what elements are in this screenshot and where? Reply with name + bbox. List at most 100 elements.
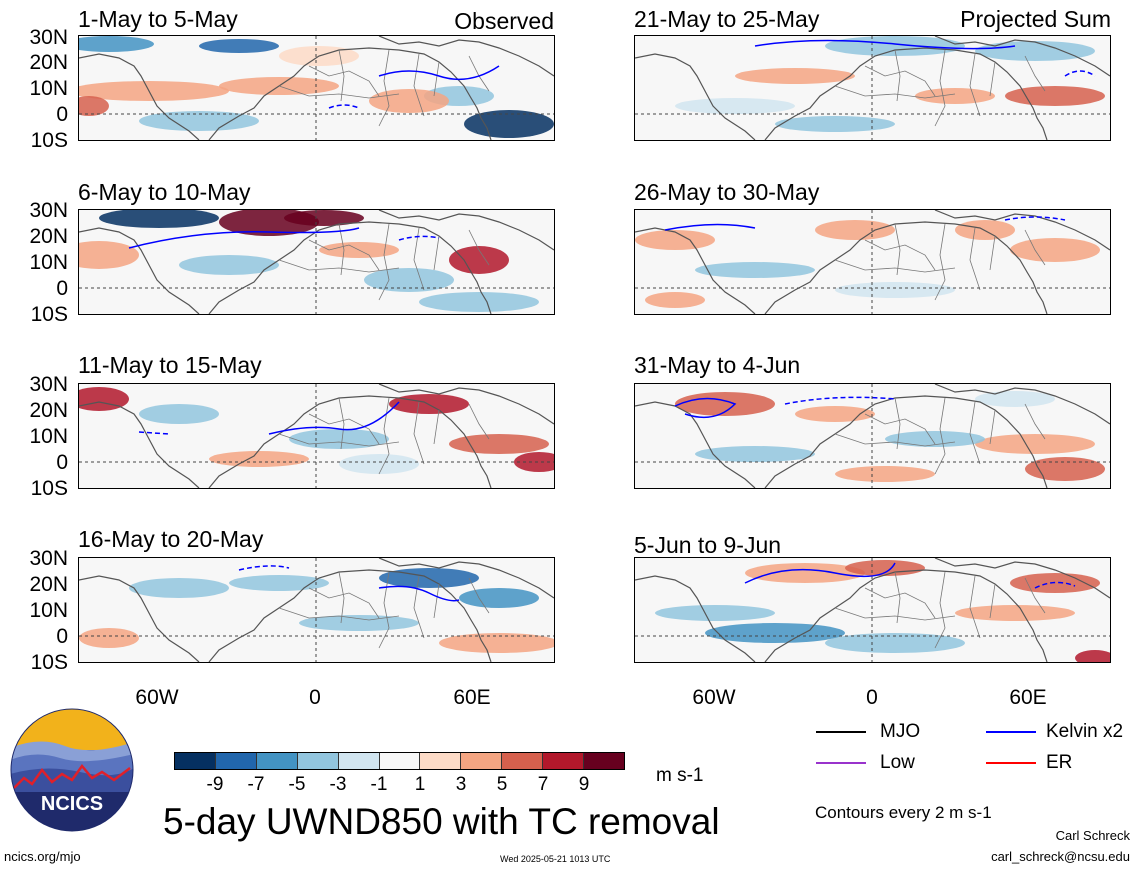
- lat-label: 0: [56, 451, 68, 474]
- kelvin-contour: [674, 397, 737, 419]
- colorbar-swatch: [379, 753, 421, 769]
- lon-label-right-60e: 60E: [1009, 686, 1047, 709]
- colorbar-swatch: [461, 753, 503, 769]
- map-anomaly-field: [79, 36, 554, 140]
- anomaly-region: [635, 230, 715, 250]
- colorbar-tick-label: -3: [329, 774, 347, 795]
- colorbar-swatch: [584, 753, 624, 769]
- anomaly-region: [199, 39, 279, 53]
- lat-label: 30N: [29, 373, 68, 396]
- anomaly-region: [835, 282, 955, 298]
- map-panel-4: [78, 557, 555, 663]
- panel-title-2: 6-May to 10-May: [78, 179, 251, 205]
- anomaly-region: [179, 255, 279, 275]
- anomaly-region: [79, 96, 109, 116]
- anomaly-region: [514, 452, 554, 472]
- legend-line-kelvin: [986, 731, 1036, 733]
- lon-label-right-0: 0: [866, 686, 878, 709]
- coastline: [79, 558, 554, 662]
- anomaly-region: [449, 434, 549, 454]
- anomaly-region: [955, 605, 1075, 621]
- anomaly-region: [975, 391, 1055, 407]
- country-borders: [278, 397, 490, 475]
- country-borders: [834, 571, 1046, 649]
- anomaly-region: [439, 633, 554, 653]
- lat-label: 0: [56, 625, 68, 648]
- kelvin-contour: [138, 431, 170, 435]
- panel-title-5: 21-May to 25-May: [634, 6, 820, 32]
- kelvin-contour: [664, 223, 756, 231]
- anomaly-region: [825, 633, 965, 653]
- kelvin-contour: [1034, 581, 1076, 589]
- lat-label: 0: [56, 277, 68, 300]
- legend-label-er: ER: [1046, 752, 1073, 773]
- lat-label: 10N: [29, 425, 68, 448]
- contour-note: Contours every 2 m s-1: [815, 803, 992, 822]
- timestamp: Wed 2025-05-21 1013 UTC: [500, 854, 611, 864]
- kelvin-contour: [128, 227, 360, 249]
- lat-label: 10S: [30, 129, 68, 152]
- kelvin-contour: [378, 585, 460, 602]
- anomaly-region: [705, 623, 845, 643]
- anomaly-region: [369, 89, 449, 113]
- colorbar: [174, 752, 625, 770]
- anomaly-region: [79, 36, 154, 52]
- legend-label-kelvin: Kelvin x2: [1046, 721, 1124, 742]
- panel-title-1: 1-May to 5-May: [78, 6, 238, 32]
- colorbar-units: m s-1: [656, 765, 704, 786]
- anomaly-region: [975, 434, 1095, 454]
- coastline: [79, 210, 554, 314]
- map-anomaly-field: [79, 210, 554, 314]
- anomaly-region: [79, 81, 229, 101]
- anomaly-region: [645, 292, 705, 308]
- lat-label: 30N: [29, 199, 68, 222]
- map-anomaly-field: [79, 384, 554, 488]
- legend-line-low: [816, 762, 866, 764]
- anomaly-region: [675, 392, 775, 416]
- map-panel-3: [78, 383, 555, 489]
- kelvin-contour: [784, 396, 896, 405]
- anomaly-region: [1075, 650, 1110, 662]
- map-anomaly-field: [635, 384, 1110, 488]
- anomaly-region: [229, 575, 329, 591]
- anomaly-region: [339, 454, 419, 474]
- lat-label: 10N: [29, 251, 68, 274]
- colorbar-swatch: [338, 753, 380, 769]
- map-panel-7: [634, 383, 1111, 489]
- coastline: [79, 384, 554, 488]
- anomaly-region: [79, 628, 139, 648]
- map-panel-6: [634, 209, 1111, 315]
- country-borders: [278, 49, 490, 127]
- anomaly-region: [655, 605, 775, 621]
- colorbar-tick-label: 9: [578, 774, 590, 795]
- map-panel-1: [78, 35, 555, 141]
- anomaly-region: [675, 98, 795, 114]
- anomaly-region: [815, 220, 895, 240]
- map-anomaly-field: [79, 558, 554, 662]
- lat-label: 10S: [30, 651, 68, 674]
- colorbar-tick-label: 3: [455, 774, 467, 795]
- kelvin-contour: [378, 65, 500, 81]
- lat-label: 20N: [29, 573, 68, 596]
- anomaly-region: [139, 111, 259, 131]
- country-borders: [834, 397, 1046, 475]
- colorbar-swatch: [215, 753, 257, 769]
- lat-label: 10S: [30, 303, 68, 326]
- coastline: [635, 384, 1110, 488]
- lat-label: 20N: [29, 399, 68, 422]
- anomaly-region: [835, 466, 935, 482]
- colorbar-swatch: [543, 753, 585, 769]
- colorbar-swatch: [502, 753, 544, 769]
- lat-label: 30N: [29, 547, 68, 570]
- panel-title-8: 5-Jun to 9-Jun: [634, 532, 782, 558]
- legend-line-mjo: [816, 731, 866, 733]
- anomaly-region: [1025, 457, 1105, 481]
- kelvin-contour: [744, 562, 896, 584]
- anomaly-region: [795, 406, 875, 422]
- legend-label-mjo: MJO: [880, 721, 921, 742]
- anomaly-region: [695, 262, 815, 278]
- site-link[interactable]: ncics.org/mjo: [4, 849, 81, 864]
- anomaly-region: [464, 110, 554, 138]
- anomaly-region: [1010, 238, 1100, 262]
- anomaly-region: [1005, 86, 1105, 106]
